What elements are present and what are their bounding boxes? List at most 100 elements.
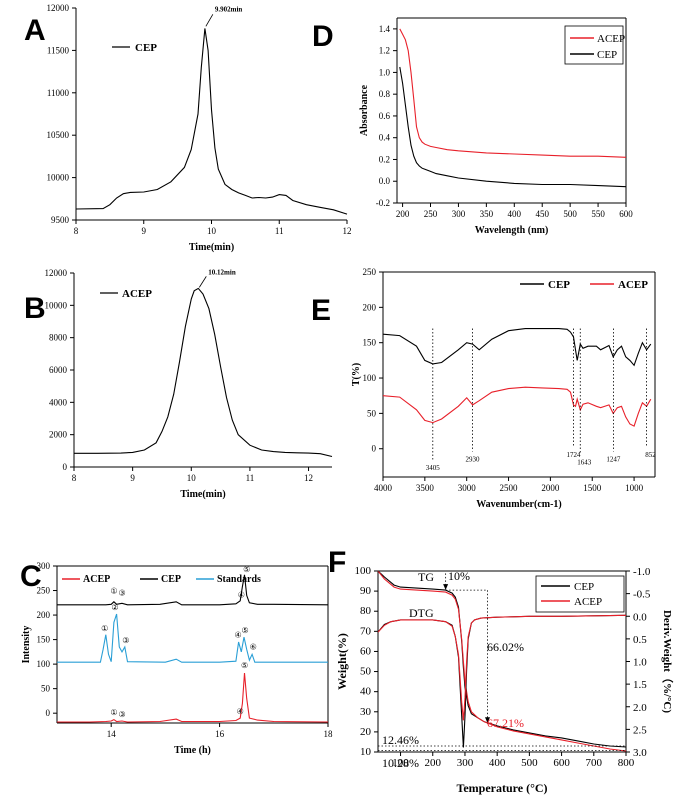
x-tick-label: 800: [618, 757, 635, 769]
band-label: 1724: [566, 451, 581, 459]
legend-label: ACEP: [574, 596, 602, 608]
x-tick-label: 9: [142, 226, 147, 236]
x-tick-label: 10: [187, 473, 197, 483]
y-tick-label: 0.2: [379, 154, 390, 164]
legend-label: ACEP: [122, 288, 152, 300]
x-tick-label: 12: [343, 226, 352, 236]
y-axis-label: T(%): [351, 363, 362, 386]
y-tick-label: 12000: [47, 3, 70, 13]
x-tick-label: 1500: [583, 483, 602, 493]
x-tick-label: 600: [553, 757, 570, 769]
x-tick-label: 500: [521, 757, 538, 769]
y-tick-label: 300: [37, 561, 51, 571]
y-tick-label: 100: [37, 659, 51, 669]
annotation-arrow: [198, 276, 207, 288]
y-tick-label: 0: [46, 708, 51, 718]
y-tick-label: 11000: [47, 88, 70, 98]
x-tick-label: 450: [535, 209, 549, 219]
y-tick-label: 200: [37, 610, 51, 620]
x-tick-label: 500: [563, 209, 577, 219]
peak-number-label: ④: [237, 707, 244, 716]
y-tick-label: 40: [360, 686, 372, 698]
y-axis-label: Weight(%): [335, 633, 349, 690]
legend-label: Standards: [217, 574, 261, 585]
x-axis-label: Temperature (°C): [456, 781, 547, 795]
legend-label: CEP: [161, 574, 181, 585]
legend-label: CEP: [597, 49, 617, 61]
y2-axis-label: Deriv.Weight（%/°C): [661, 610, 674, 713]
y-tick-label: 4000: [49, 397, 68, 407]
peak-annotation: 9.902min: [215, 5, 243, 13]
panel-a: A 8 9 10 11 12 9500 10000 10500 11000 11500 12000 Ti…: [24, 3, 352, 253]
series-line-cep-tg: [377, 570, 627, 748]
series-line-acep-tg: [377, 570, 627, 752]
panel-b: B 8 9 10 11 12 0 2000 4000 6000 8000 10000 12000 Time…: [24, 268, 333, 500]
dtg-label: DTG: [409, 606, 434, 620]
y-tick-label: 0.6: [379, 111, 391, 121]
y-tick-label: 20: [360, 726, 372, 738]
y-tick-label: 0.0: [379, 176, 391, 186]
panel-c: C 14 16 18 0 50 100 150 200 250 300 Time (h) Intensi…: [20, 560, 333, 756]
peak-number-label: ①: [101, 624, 108, 633]
y-tick-label: 10500: [47, 130, 70, 140]
y-tick-label: 10: [360, 746, 372, 758]
y-tick-label: 30: [360, 706, 372, 718]
x-axis-label: Time(min): [189, 242, 234, 253]
series-line-acep: [74, 287, 333, 458]
panel-letter: D: [312, 20, 334, 53]
y-tick-label: 80: [360, 605, 372, 617]
y-tick-label: 50: [360, 666, 372, 678]
panel-letter: B: [24, 292, 46, 325]
y2-tick-label: 0.5: [633, 634, 647, 646]
tg-label: TG: [418, 570, 434, 584]
peak-number-label: ③: [118, 588, 125, 597]
panel-letter: F: [328, 546, 346, 579]
y-tick-label: 90: [360, 585, 372, 597]
y2-tick-label: 2.5: [633, 724, 647, 736]
legend-box: [564, 25, 624, 65]
mass-loss-annotation: 66.02%: [487, 640, 524, 654]
panel-d: D 200 250 300 350 400 450 500 550 600 -0.2 0.0 0.2 0.…: [312, 17, 633, 236]
series-line-acep: [399, 28, 627, 158]
x-tick-label: 9: [130, 473, 135, 483]
series-line-standards: [57, 613, 328, 663]
guide-line: [378, 570, 447, 591]
y-tick-label: 12000: [45, 268, 68, 278]
x-tick-label: 3500: [416, 483, 435, 493]
panel-f: F 100 200 300 400 500 600 700 800 10 20 30 40 50 60 70 8…: [328, 546, 674, 795]
x-tick-label: 14: [107, 729, 117, 739]
peak-number-label: ⑤: [241, 626, 248, 635]
x-tick-label: 8: [72, 473, 77, 483]
x-tick-label: 12: [304, 473, 313, 483]
x-axis-label: Wavenumber(cm-1): [476, 499, 562, 510]
x-tick-label: 10: [207, 226, 217, 236]
mass-loss-annotation: 10%: [448, 569, 470, 583]
band-label: 1643: [577, 458, 592, 466]
peak-number-label: ②: [111, 603, 118, 612]
x-tick-label: 4000: [374, 483, 393, 493]
y2-tick-label: 2.0: [633, 702, 647, 714]
band-label: 1247: [606, 455, 621, 463]
x-tick-label: 8: [74, 226, 79, 236]
x-tick-label: 11: [246, 473, 255, 483]
x-tick-label: 1000: [625, 483, 644, 493]
peak-number-label: ①: [110, 586, 117, 595]
x-tick-label: 700: [586, 757, 603, 769]
band-label: 2930: [466, 455, 481, 463]
panel-e: E 4000 3500 3000 2500 2000 1500 1000 0 50 100 150 20…: [311, 267, 656, 510]
x-tick-label: 300: [452, 209, 466, 219]
y-tick-label: 70: [360, 625, 372, 637]
peak-number-label: ③: [122, 636, 129, 645]
y-tick-label: 10000: [45, 300, 68, 310]
y-tick-label: 1.4: [379, 24, 391, 34]
x-tick-label: 600: [619, 209, 633, 219]
x-axis-label: Time(min): [180, 489, 225, 500]
series-line-cep: [399, 66, 627, 188]
y-tick-label: 150: [37, 635, 51, 645]
series-line-cep: [57, 574, 329, 606]
x-tick-label: 400: [489, 757, 506, 769]
peak-number-label: ⑤: [243, 565, 250, 574]
peak-number-label: ④: [238, 590, 245, 599]
legend-label: CEP: [574, 581, 594, 593]
y2-tick-label: 3.0: [633, 747, 647, 759]
